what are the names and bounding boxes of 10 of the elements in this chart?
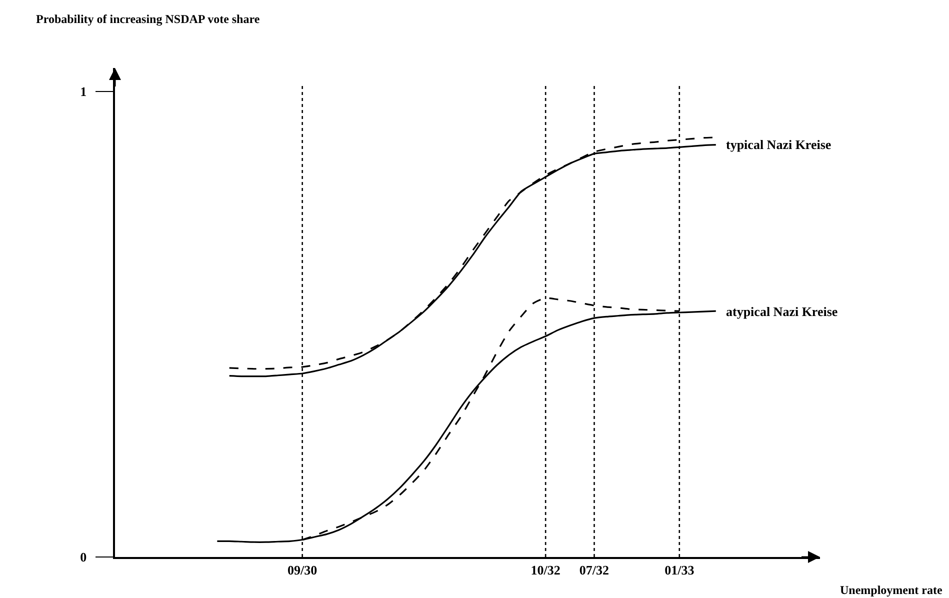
y-tick-label: 1 — [80, 84, 87, 99]
series-label: typical Nazi Kreise — [726, 137, 832, 152]
x-tick-label: 10/32 — [530, 562, 560, 578]
text: Unemployment rate — [840, 583, 943, 597]
x-tick-label: 09/30 — [288, 562, 318, 578]
y-axis-title: Probability of increasing NSDAP vote share — [36, 12, 260, 26]
y-tick-label: 0 — [80, 550, 87, 565]
x-tick-label: 07/32 — [579, 562, 610, 578]
series-label: atypical Nazi Kreise — [726, 304, 838, 319]
x-tick-label: 01/33 — [664, 562, 695, 578]
